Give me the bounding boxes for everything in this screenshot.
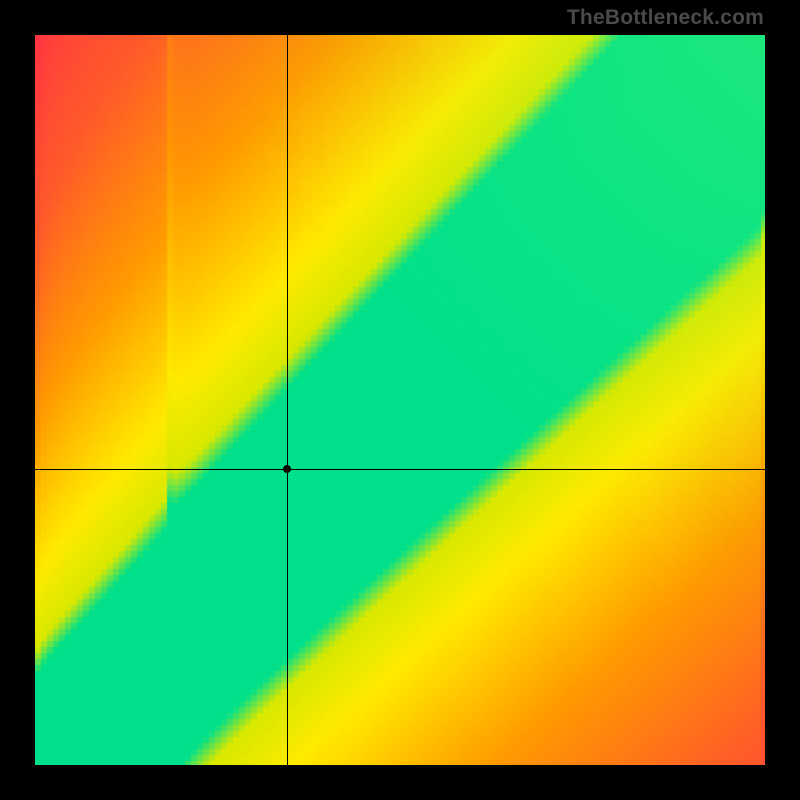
watermark-text: TheBottleneck.com <box>567 6 764 30</box>
bottleneck-heatmap-frame: TheBottleneck.com <box>0 0 800 800</box>
selection-marker <box>283 465 291 473</box>
heatmap-canvas <box>35 35 765 765</box>
